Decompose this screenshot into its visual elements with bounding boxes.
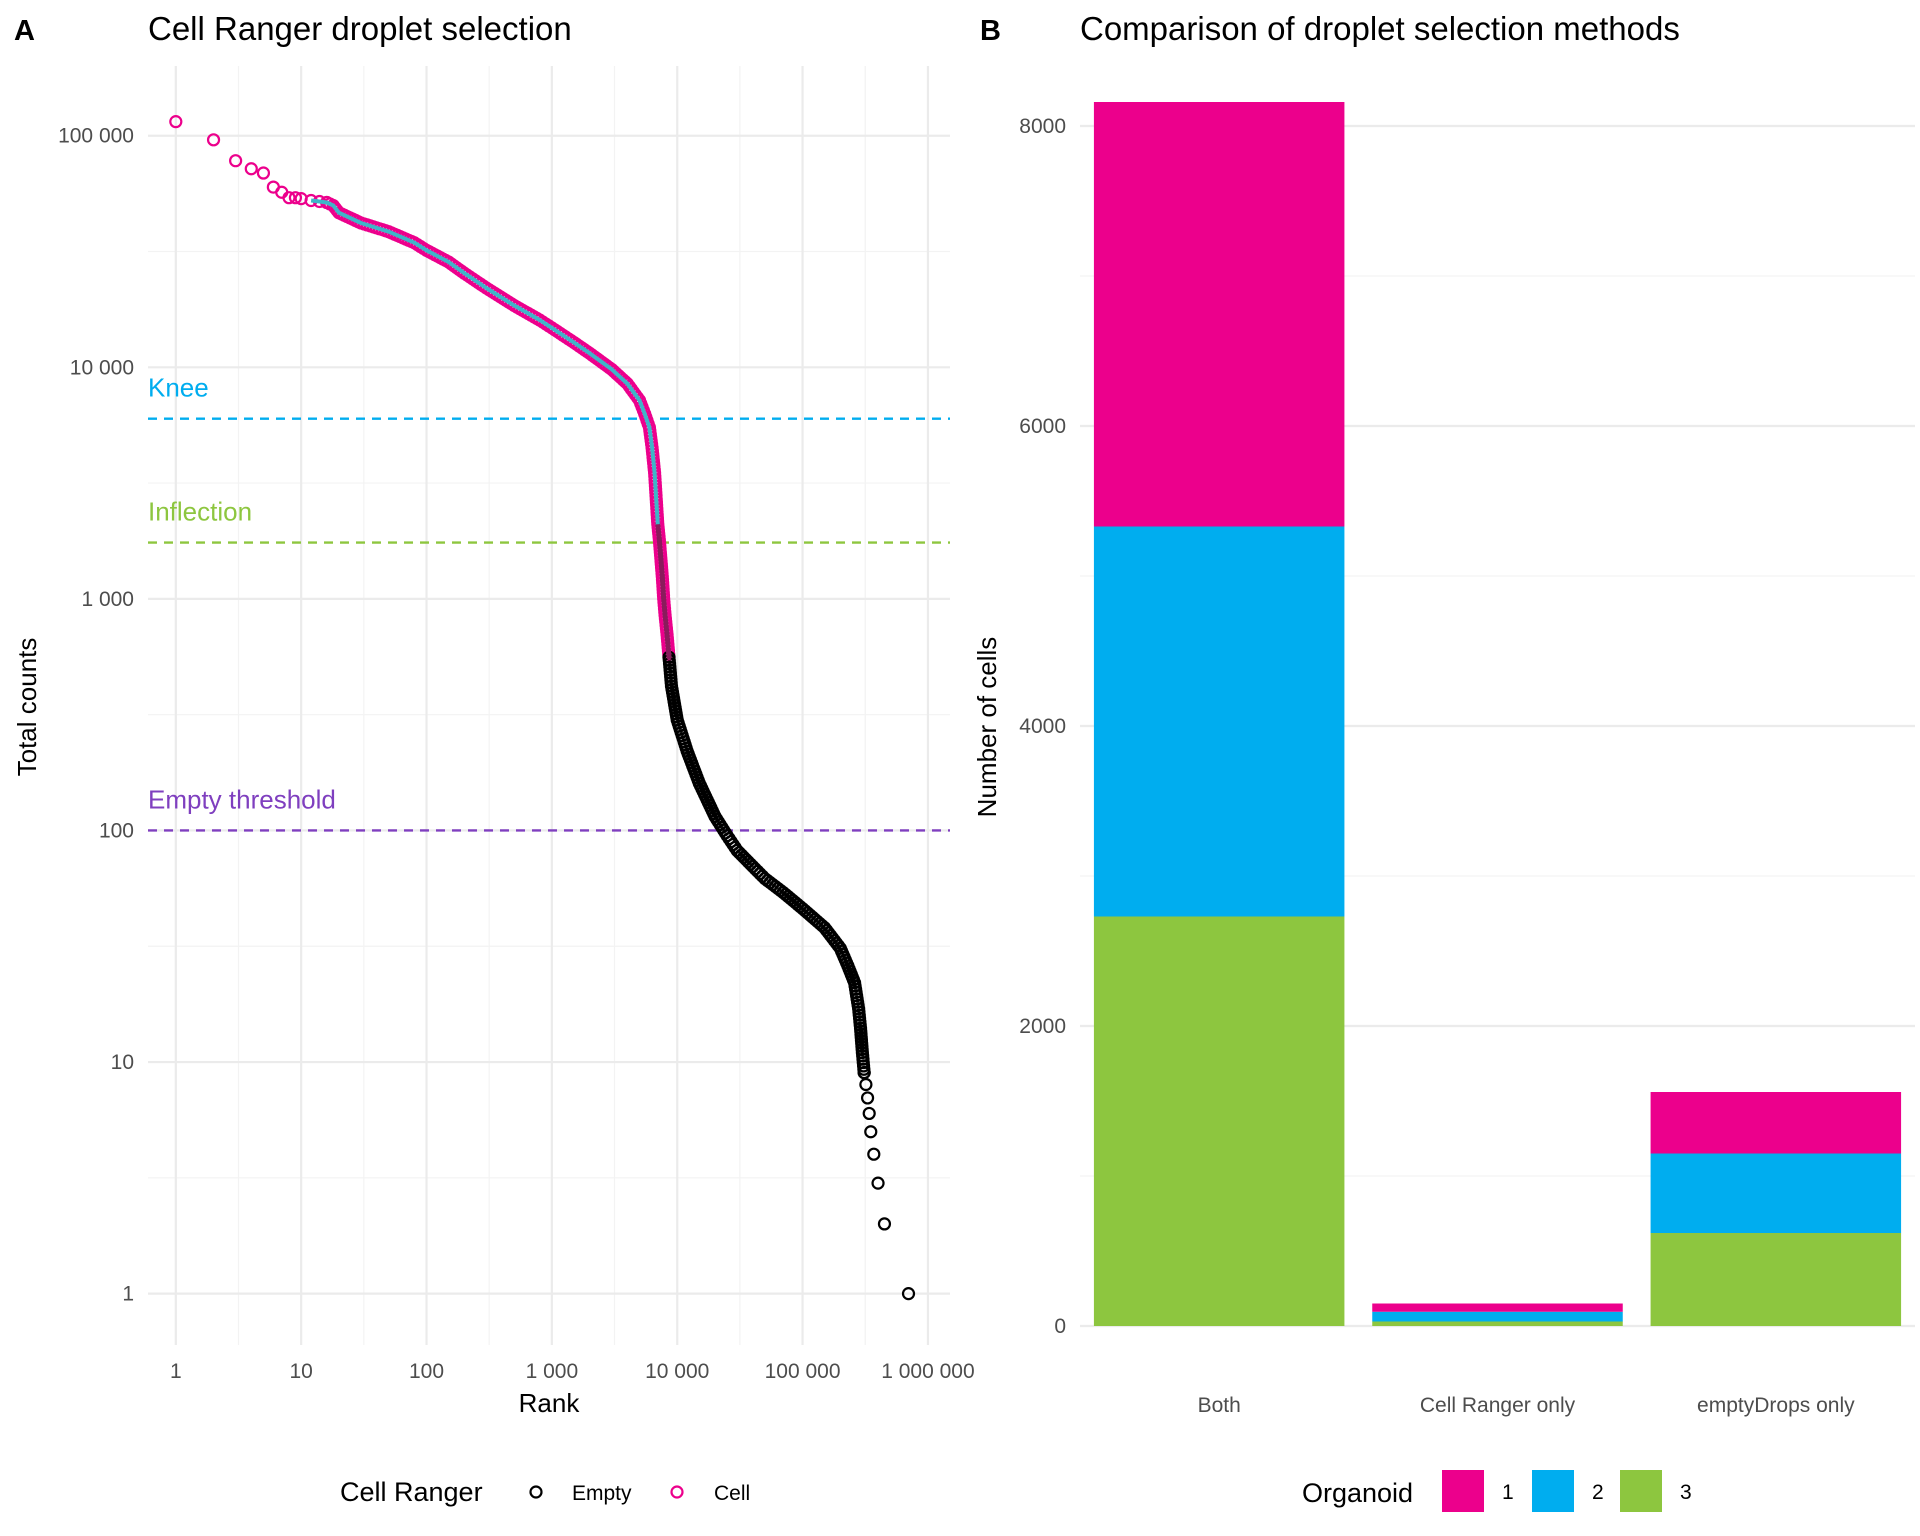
panel-b-bars — [1093, 102, 1902, 1326]
panel-a-legend-title: Cell Ranger — [340, 1477, 483, 1507]
x-tick-label: 1 000 000 — [881, 1360, 974, 1383]
x-tick-label: 100 000 — [765, 1360, 841, 1383]
panel-a-reference-lines: Knee Inflection Empty threshold — [148, 373, 950, 832]
data-point — [862, 1106, 876, 1121]
data-point — [288, 191, 303, 205]
bar-segment — [1650, 1233, 1902, 1326]
x-tick-label: 1 — [170, 1360, 182, 1383]
data-point — [206, 133, 221, 147]
x-tick-label: 1 000 — [526, 1360, 579, 1383]
curve-line — [310, 198, 660, 525]
bar-segment — [1372, 1311, 1623, 1322]
panel-a-letter: A — [14, 15, 35, 47]
cell-empty-overlap — [661, 596, 668, 618]
cell-empty-overlap — [658, 555, 665, 579]
legend-cell-marker — [670, 1485, 684, 1499]
bar-segment — [1372, 1303, 1623, 1312]
panel-a-y-tick-labels: 1 10 100 1 000 10 000 100 000 — [58, 125, 134, 1306]
panel-b-y-tick-labels: 0 2000 4000 6000 8000 — [1019, 115, 1066, 1338]
bar-segment — [1093, 526, 1345, 917]
data-point — [867, 1147, 881, 1161]
data-point — [859, 1077, 873, 1092]
panel-b-y-axis-title: Number of cells — [972, 637, 1002, 818]
x-tick-label: emptyDrops only — [1697, 1394, 1855, 1417]
data-point — [860, 1091, 875, 1105]
data-point — [864, 1125, 878, 1139]
legend-organoid-1-label: 1 — [1502, 1481, 1514, 1504]
panel-a-title: Cell Ranger droplet selection — [148, 10, 572, 47]
y-tick-label: 100 000 — [58, 125, 134, 148]
y-tick-label: 10 000 — [70, 356, 134, 379]
reference-line-label: Knee — [148, 373, 209, 403]
y-tick-label: 6000 — [1019, 415, 1066, 438]
bar-segment — [1093, 102, 1345, 527]
legend-organoid-2-swatch — [1532, 1470, 1574, 1512]
y-tick-label: 8000 — [1019, 115, 1066, 138]
y-tick-label: 10 — [111, 1051, 134, 1074]
cell-empty-overlap — [659, 573, 667, 602]
panel-a-grid — [148, 66, 950, 1345]
panel-b-legend: Organoid 1 2 3 — [1302, 1470, 1692, 1512]
y-tick-label: 2000 — [1019, 1015, 1066, 1038]
x-tick-label: 10 — [289, 1360, 312, 1383]
cell-empty-overlap — [662, 612, 670, 638]
panel-a-points — [169, 115, 916, 1301]
data-point — [282, 191, 296, 205]
y-tick-label: 0 — [1054, 1315, 1066, 1338]
panel-a-rank-plot: A Cell Ranger droplet selection 1 10 100 1 … — [12, 10, 975, 1507]
data-point — [169, 115, 183, 129]
data-point — [877, 1217, 892, 1231]
panel-a-legend: Cell Ranger Empty Cell — [340, 1477, 750, 1507]
x-tick-label: 10 000 — [645, 1360, 709, 1383]
legend-organoid-2-label: 2 — [1592, 1481, 1604, 1504]
cell-empty-overlap — [664, 632, 672, 660]
panel-b-x-tick-labels: Both Cell Ranger only emptyDrops only — [1198, 1394, 1856, 1417]
legend-organoid-3-swatch — [1620, 1470, 1662, 1512]
data-point — [256, 166, 271, 180]
legend-organoid-1-swatch — [1442, 1470, 1484, 1512]
y-tick-label: 1 — [122, 1283, 134, 1306]
panel-a-x-tick-labels: 1 10 100 1 000 10 000 100 000 1 000 000 — [170, 1360, 975, 1383]
legend-empty-marker — [529, 1485, 543, 1499]
bar-segment — [1372, 1321, 1623, 1326]
bar-segment — [1650, 1153, 1902, 1233]
y-tick-label: 4000 — [1019, 715, 1066, 738]
legend-cell-label: Cell — [714, 1482, 750, 1505]
y-tick-label: 100 — [99, 819, 134, 842]
x-tick-label: 100 — [409, 1360, 444, 1383]
bar-segment — [1650, 1092, 1902, 1154]
reference-line-label: Inflection — [148, 497, 252, 527]
legend-empty-label: Empty — [572, 1482, 632, 1505]
panel-a-y-axis-title: Total counts — [12, 638, 42, 777]
panel-b-title: Comparison of droplet selection methods — [1080, 10, 1680, 47]
panel-b-letter: B — [980, 15, 1001, 47]
panel-b-bar-chart: B Comparison of droplet selection method… — [972, 10, 1915, 1512]
data-point — [244, 162, 258, 176]
panel-b-legend-title: Organoid — [1302, 1478, 1413, 1508]
x-tick-label: Both — [1198, 1394, 1241, 1417]
x-tick-label: Cell Ranger only — [1420, 1394, 1576, 1417]
cell-empty-overlap — [655, 521, 662, 543]
panel-a-x-axis-title: Rank — [519, 1388, 581, 1418]
y-tick-label: 1 000 — [81, 588, 134, 611]
data-point — [229, 154, 243, 168]
data-point — [901, 1287, 916, 1301]
legend-organoid-3-label: 3 — [1680, 1481, 1692, 1504]
data-point — [871, 1176, 885, 1190]
reference-line-label: Empty threshold — [148, 784, 336, 814]
bar-segment — [1093, 916, 1345, 1326]
cell-empty-overlap — [656, 537, 664, 561]
